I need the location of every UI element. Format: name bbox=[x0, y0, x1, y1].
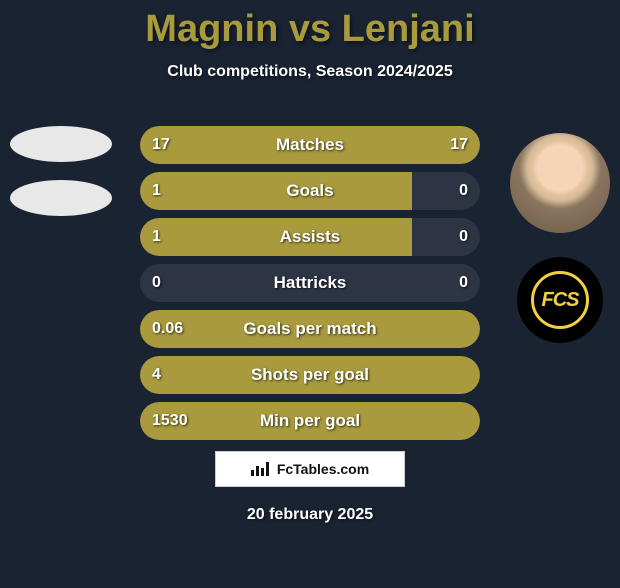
stat-row-matches: 17 Matches 17 bbox=[140, 126, 480, 164]
stat-label: Shots per goal bbox=[140, 356, 480, 394]
stat-label: Min per goal bbox=[140, 402, 480, 440]
footer-date: 20 february 2025 bbox=[0, 506, 620, 524]
left-player-column bbox=[10, 126, 112, 234]
stat-label: Goals bbox=[140, 172, 480, 210]
fctables-link[interactable]: FcTables.com bbox=[215, 451, 405, 487]
right-player-photo bbox=[510, 133, 610, 233]
stat-label: Matches bbox=[140, 126, 480, 164]
club-badge-ring: FCS bbox=[531, 271, 589, 329]
subtitle: Club competitions, Season 2024/2025 bbox=[0, 63, 620, 81]
stat-row-goals: 1 Goals 0 bbox=[140, 172, 480, 210]
bar-chart-icon bbox=[251, 462, 271, 476]
stat-label: Goals per match bbox=[140, 310, 480, 348]
left-club-badge-placeholder bbox=[10, 180, 112, 216]
right-player-column: FCS bbox=[510, 133, 610, 343]
stat-row-hattricks: 0 Hattricks 0 bbox=[140, 264, 480, 302]
stat-row-goals-per-match: 0.06 Goals per match bbox=[140, 310, 480, 348]
left-player-photo-placeholder bbox=[10, 126, 112, 162]
stat-value-right: 17 bbox=[450, 126, 468, 164]
right-club-badge: FCS bbox=[517, 257, 603, 343]
stat-row-shots-per-goal: 4 Shots per goal bbox=[140, 356, 480, 394]
stat-value-right: 0 bbox=[459, 218, 468, 256]
stat-label: Assists bbox=[140, 218, 480, 256]
stat-label: Hattricks bbox=[140, 264, 480, 302]
stat-value-right: 0 bbox=[459, 172, 468, 210]
stat-row-min-per-goal: 1530 Min per goal bbox=[140, 402, 480, 440]
stat-value-right: 0 bbox=[459, 264, 468, 302]
club-badge-text: FCS bbox=[542, 289, 579, 312]
stats-area: 17 Matches 17 1 Goals 0 1 Assists 0 0 Ha… bbox=[140, 126, 480, 448]
stat-row-assists: 1 Assists 0 bbox=[140, 218, 480, 256]
fctables-label: FcTables.com bbox=[277, 461, 369, 477]
page-title: Magnin vs Lenjani bbox=[0, 8, 620, 51]
